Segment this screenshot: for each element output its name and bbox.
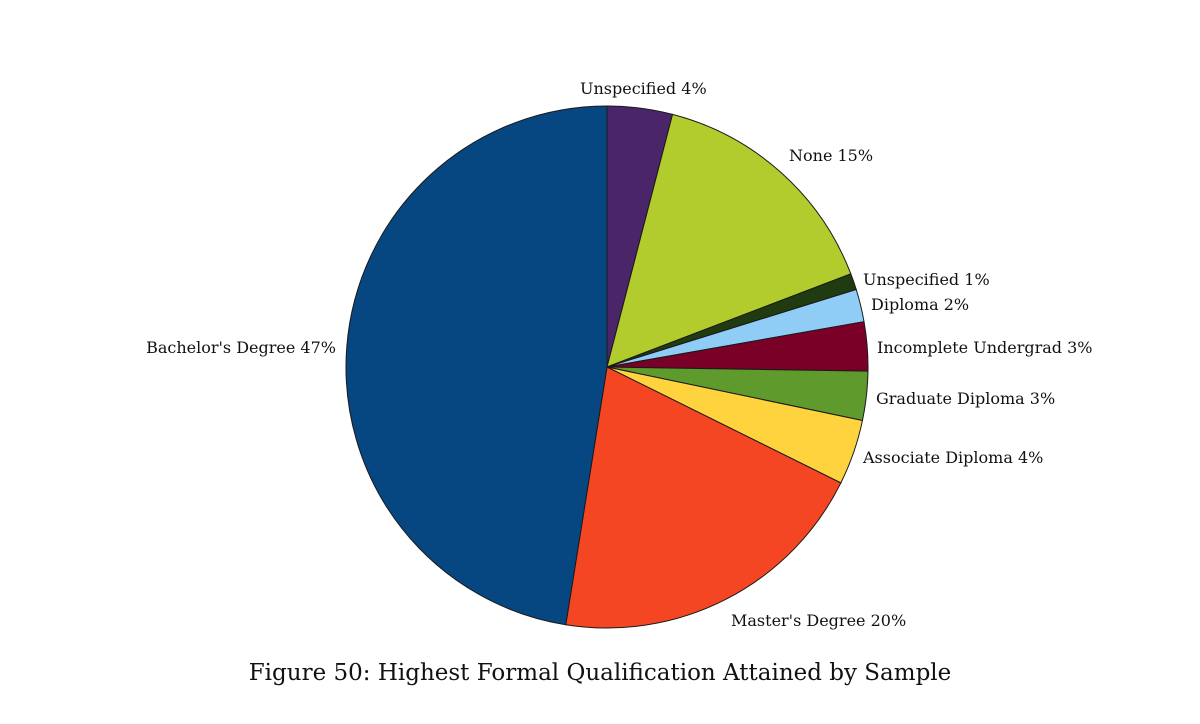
pie-labels: Unspecified 4% None 15% Unspecified 1% Dipl… xyxy=(146,79,1092,630)
pie-label-6: Graduate Diploma 3% xyxy=(876,389,1055,408)
pie-slices xyxy=(345,105,869,629)
pie-label-5: Incomplete Undergrad 3% xyxy=(877,338,1093,357)
pie-label-2: None 15% xyxy=(789,146,873,165)
pie-slice-9 xyxy=(345,105,608,626)
pie-label-8: Master's Degree 20% xyxy=(731,611,906,630)
pie-label-4: Diploma 2% xyxy=(871,295,969,314)
pie-slice-8 xyxy=(565,366,842,629)
pie-label-1: Unspecified 4% xyxy=(580,79,707,98)
pie-label-9: Bachelor's Degree 47% xyxy=(146,338,336,357)
figure-caption: Figure 50: Highest Formal Qualification … xyxy=(248,660,952,686)
pie-label-3: Unspecified 1% xyxy=(863,270,990,289)
pie-slice-2 xyxy=(606,113,852,368)
pie-label-7: Associate Diploma 4% xyxy=(862,448,1043,467)
